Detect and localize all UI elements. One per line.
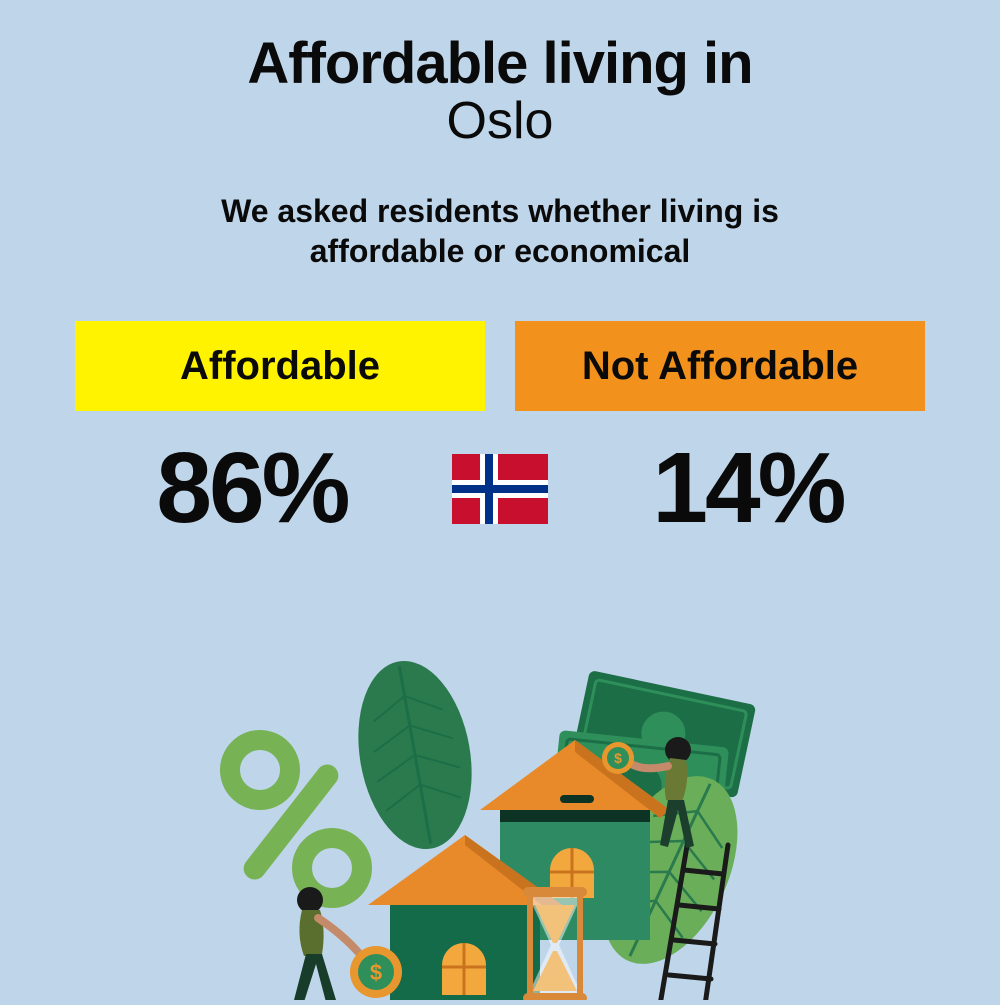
label-not-affordable: Not Affordable (515, 321, 925, 411)
label-affordable-text: Affordable (180, 344, 380, 389)
title-line2: Oslo (0, 91, 1000, 151)
value-affordable: 86% (72, 431, 432, 546)
norway-flag-icon (452, 454, 548, 524)
title-block: Affordable living in Oslo (0, 0, 1000, 151)
label-affordable: Affordable (75, 321, 485, 411)
svg-text:$: $ (614, 750, 622, 766)
subtitle: We asked residents whether living is aff… (140, 191, 860, 271)
value-not-affordable: 14% (568, 431, 928, 546)
illustration: $ $ (190, 660, 810, 1000)
values-row: 86% 14% (0, 431, 1000, 546)
title-line1: Affordable living in (0, 30, 1000, 97)
labels-row: Affordable Not Affordable (0, 321, 1000, 411)
label-not-affordable-text: Not Affordable (582, 344, 858, 389)
svg-text:$: $ (370, 960, 382, 985)
